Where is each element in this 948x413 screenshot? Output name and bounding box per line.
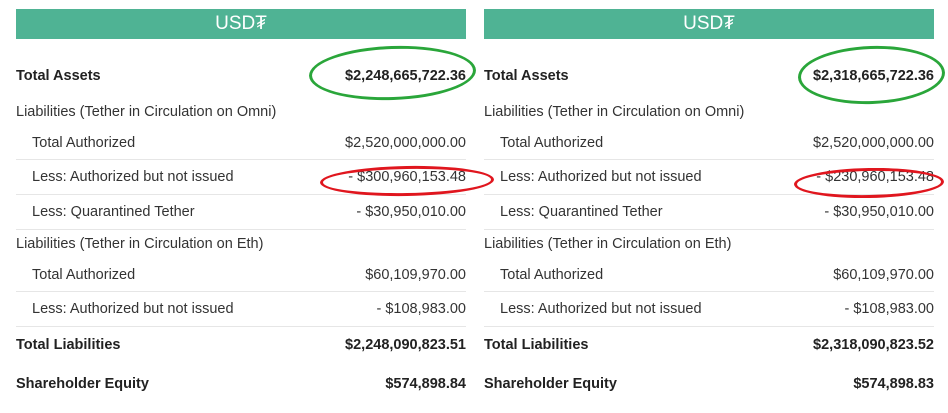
shareholder-equity-value: $574,898.84	[385, 376, 466, 392]
currency-header: USD₮	[16, 9, 466, 39]
eth-total-authorized-row: Total Authorized $60,109,970.00	[16, 258, 466, 292]
eth-liabilities-heading: Liabilities (Tether in Circulation on Et…	[16, 230, 466, 258]
omni-authorized-not-issued-label: Less: Authorized but not issued	[32, 169, 234, 185]
omni-authorized-not-issued-label: Less: Authorized but not issued	[500, 169, 702, 185]
omni-liabilities-label: Liabilities (Tether in Circulation on Om…	[16, 104, 277, 120]
eth-total-authorized-label: Total Authorized	[500, 266, 604, 283]
omni-quarantined-row: Less: Quarantined Tether - $30,950,010.0…	[484, 195, 934, 230]
omni-authorized-not-issued-value: - $230,960,153.48	[816, 169, 934, 185]
balance-sheet-left: USD₮ Total Assets $2,248,665,722.36 Liab…	[16, 9, 466, 399]
eth-liabilities-label: Liabilities (Tether in Circulation on Et…	[16, 236, 264, 252]
total-assets-value: $2,318,665,722.36	[813, 68, 934, 84]
total-liabilities-label: Total Liabilities	[16, 336, 121, 353]
total-liabilities-value: $2,248,090,823.51	[345, 336, 466, 353]
omni-quarantined-label: Less: Quarantined Tether	[32, 204, 195, 220]
total-assets-value: $2,248,665,722.36	[345, 68, 466, 84]
eth-authorized-not-issued-label: Less: Authorized but not issued	[32, 301, 234, 317]
omni-total-authorized-label: Total Authorized	[500, 134, 604, 151]
shareholder-equity-value: $574,898.83	[853, 376, 934, 392]
total-assets-label: Total Assets	[16, 68, 101, 84]
total-liabilities-label: Total Liabilities	[484, 336, 589, 353]
omni-quarantined-row: Less: Quarantined Tether - $30,950,010.0…	[16, 195, 466, 230]
eth-authorized-not-issued-value: - $108,983.00	[844, 301, 935, 317]
shareholder-equity-row: Shareholder Equity $574,898.84	[16, 369, 466, 399]
total-assets-label: Total Assets	[484, 68, 569, 84]
eth-authorized-not-issued-label: Less: Authorized but not issued	[500, 301, 702, 317]
eth-total-authorized-row: Total Authorized $60,109,970.00	[484, 258, 934, 292]
omni-authorized-not-issued-row: Less: Authorized but not issued - $300,9…	[16, 160, 466, 195]
omni-total-authorized-value: $2,520,000,000.00	[345, 134, 466, 151]
omni-liabilities-heading: Liabilities (Tether in Circulation on Om…	[16, 98, 466, 126]
omni-total-authorized-value: $2,520,000,000.00	[813, 134, 934, 151]
omni-liabilities-heading: Liabilities (Tether in Circulation on Om…	[484, 98, 934, 126]
eth-authorized-not-issued-row: Less: Authorized but not issued - $108,9…	[484, 292, 934, 327]
shareholder-equity-row: Shareholder Equity $574,898.83	[484, 369, 934, 399]
omni-authorized-not-issued-row: Less: Authorized but not issued - $230,9…	[484, 160, 934, 195]
total-liabilities-value: $2,318,090,823.52	[813, 336, 934, 353]
omni-total-authorized-label: Total Authorized	[32, 134, 136, 151]
eth-total-authorized-value: $60,109,970.00	[365, 266, 466, 283]
total-assets-row: Total Assets $2,248,665,722.36	[16, 61, 466, 91]
total-liabilities-row: Total Liabilities $2,318,090,823.52	[484, 327, 934, 362]
eth-liabilities-label: Liabilities (Tether in Circulation on Et…	[484, 236, 732, 252]
total-assets-row: Total Assets $2,318,665,722.36	[484, 61, 934, 91]
omni-total-authorized-row: Total Authorized $2,520,000,000.00	[16, 126, 466, 160]
omni-quarantined-value: - $30,950,010.00	[356, 204, 466, 220]
eth-total-authorized-label: Total Authorized	[32, 266, 136, 283]
omni-quarantined-value: - $30,950,010.00	[824, 204, 934, 220]
omni-quarantined-label: Less: Quarantined Tether	[500, 204, 663, 220]
total-liabilities-row: Total Liabilities $2,248,090,823.51	[16, 327, 466, 362]
currency-header: USD₮	[484, 9, 934, 39]
shareholder-equity-label: Shareholder Equity	[16, 376, 149, 392]
omni-liabilities-label: Liabilities (Tether in Circulation on Om…	[484, 104, 745, 120]
omni-authorized-not-issued-value: - $300,960,153.48	[348, 169, 466, 185]
shareholder-equity-label: Shareholder Equity	[484, 376, 617, 392]
omni-total-authorized-row: Total Authorized $2,520,000,000.00	[484, 126, 934, 160]
eth-authorized-not-issued-row: Less: Authorized but not issued - $108,9…	[16, 292, 466, 327]
balance-sheet-right: USD₮ Total Assets $2,318,665,722.36 Liab…	[484, 9, 934, 399]
eth-total-authorized-value: $60,109,970.00	[833, 266, 934, 283]
eth-authorized-not-issued-value: - $108,983.00	[376, 301, 467, 317]
eth-liabilities-heading: Liabilities (Tether in Circulation on Et…	[484, 230, 934, 258]
